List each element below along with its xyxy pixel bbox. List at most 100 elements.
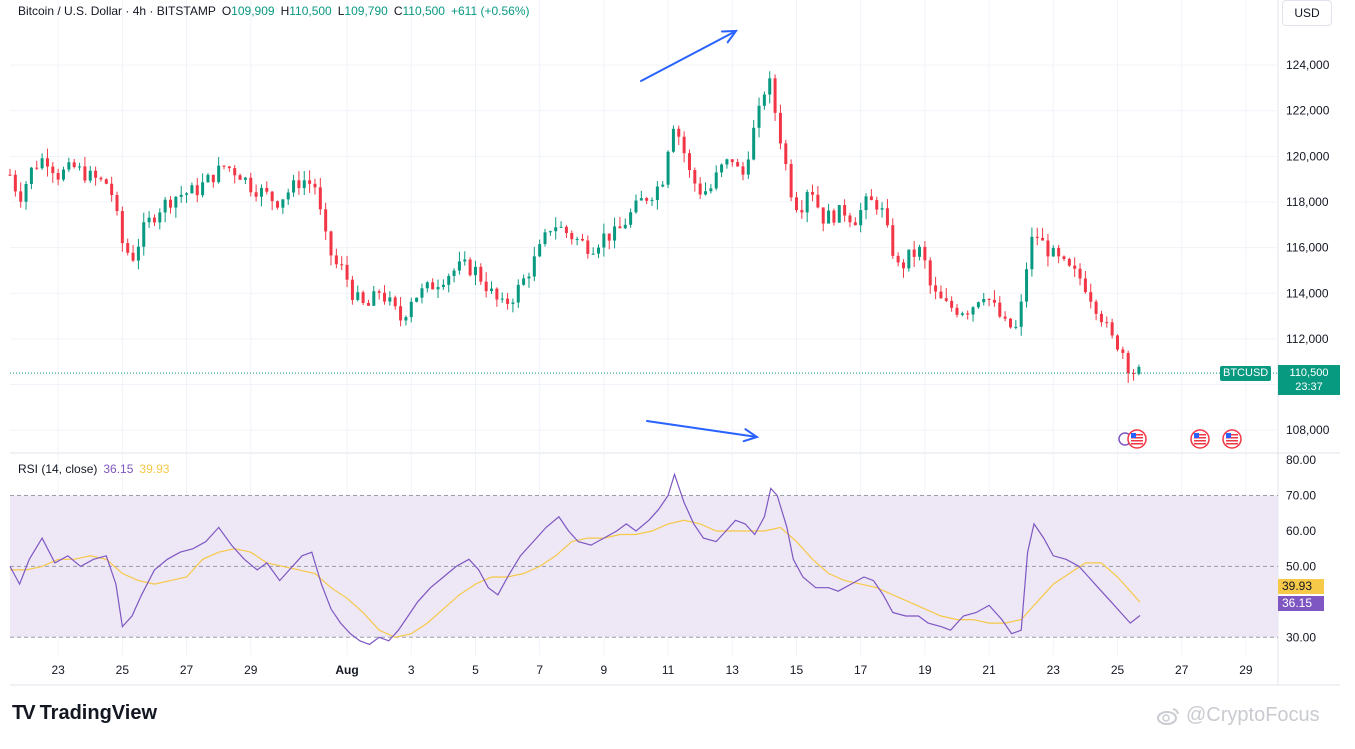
candle-body [201,182,205,196]
candle-body [843,205,847,216]
candle-body [955,307,959,315]
candle-body [939,291,943,299]
candle-body [425,282,429,289]
candle-body [126,243,130,253]
candle-body [1110,322,1114,336]
candle-body [222,165,226,167]
us-flag-event-icon-canton [1194,433,1199,438]
candle-body [875,200,879,210]
us-flag-event-icon-stripe [1226,440,1238,442]
candle-body [885,208,889,226]
candle-body [286,192,290,200]
candle-body [1014,326,1018,328]
candle-body [131,252,135,261]
trend-arrow-down-head [742,428,760,443]
time-tick-label: 9 [601,663,608,677]
candle-body [1003,316,1007,319]
candle-body [837,205,841,223]
high-label: H [280,4,290,18]
candle-body [682,136,686,154]
candle-body [420,288,424,298]
time-tick-label: 17 [854,663,868,677]
candle-body [243,177,247,180]
candle-body [78,166,82,168]
candle-body [1035,236,1039,238]
candle-body [671,128,675,152]
candle-body [372,291,376,306]
candle-body [720,164,724,173]
symbol-title[interactable]: Bitcoin / U.S. Dollar · 4h · BITSTAMP [18,4,216,18]
candle-body [99,177,103,180]
candle-body [195,185,199,196]
symbol-price-tag: BTCUSD [1220,366,1272,381]
candle-body [768,78,772,95]
candle-body [992,299,996,303]
candle-body [158,212,162,223]
candle-body [650,199,654,201]
candle-body [1105,322,1109,324]
candle-body [773,78,777,113]
open-value: 109,909 [231,4,275,18]
candle-body [302,180,306,189]
candle-body [923,246,927,261]
candle-body [334,255,338,265]
candle-body [928,260,932,286]
candle-body [645,198,649,201]
candle-body [607,233,611,241]
candle-body [211,174,215,183]
candle-body [254,192,258,197]
candle-body [383,292,387,302]
candle-body [152,217,156,223]
candle-body [1083,278,1087,293]
candle-body [67,162,71,170]
candle-body [104,179,108,184]
price-tick-label: 108,000 [1286,423,1330,437]
time-tick-label: 27 [1175,663,1189,677]
candle-body [506,298,510,304]
candle-body [757,105,761,128]
candle-body [725,159,729,165]
candle-body [982,298,986,303]
annotations[interactable] [640,29,1242,449]
candle-body [655,186,659,200]
candle-body [447,275,451,285]
weibo-icon [1157,707,1179,725]
candle-body [56,173,60,180]
tradingview-brand[interactable]: TV TradingView [12,702,157,725]
rsi-band [10,495,1278,638]
candle-body [142,222,146,247]
candle-body [976,302,980,308]
candle-body [1041,237,1045,241]
time-tick-label: 7 [536,663,543,677]
candle-body [1132,373,1136,375]
candle-body [511,302,515,304]
candle-body [998,302,1002,317]
candles [8,71,1278,383]
candle-body [115,195,119,212]
candle-body [340,264,344,266]
rsi-title[interactable]: RSI (14, close) [18,462,98,476]
rsi-value: 36.15 [103,462,134,476]
candle-body [24,184,28,202]
currency-button[interactable]: USD [1282,0,1332,26]
time-tick-label: 5 [472,663,479,677]
candle-body [704,191,708,195]
rsi-ma-value: 39.93 [139,462,170,476]
us-flag-event-icon [1222,429,1242,449]
us-flag-event-icon-stripe [1131,434,1143,436]
candle-body [415,297,419,302]
candle-body [661,184,665,187]
bar-countdown: 23:37 [1295,381,1323,393]
candle-body [591,253,595,255]
candle-body [864,196,868,211]
candle-body [281,199,285,208]
candle-body [794,197,798,211]
us-flag-event-icon-stripe [1194,437,1206,439]
candle-body [805,192,809,213]
candle-body [880,208,884,210]
candle-body [532,256,536,277]
candle-body [832,210,836,223]
candle-body [912,249,916,257]
